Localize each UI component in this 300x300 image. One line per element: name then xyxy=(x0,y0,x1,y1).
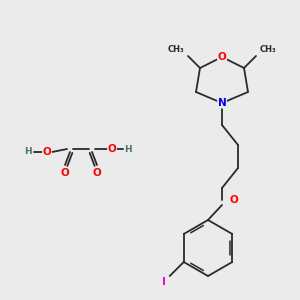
Text: O: O xyxy=(61,168,69,178)
Text: O: O xyxy=(218,52,226,62)
Text: N: N xyxy=(218,98,226,108)
Text: H: H xyxy=(124,145,132,154)
Text: CH₃: CH₃ xyxy=(167,46,184,55)
Text: O: O xyxy=(108,144,116,154)
Text: O: O xyxy=(43,147,51,157)
Text: CH₃: CH₃ xyxy=(260,46,277,55)
Text: I: I xyxy=(162,277,166,287)
Text: O: O xyxy=(230,195,238,205)
Text: O: O xyxy=(93,168,101,178)
Text: H: H xyxy=(24,148,32,157)
